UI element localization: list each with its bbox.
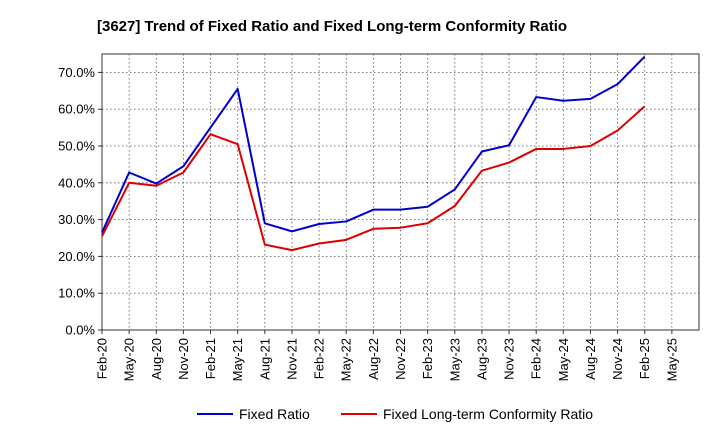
x-tick-label: May-20 [122,338,137,381]
y-tick-label: 30.0% [58,212,95,227]
x-tick-label: May-23 [447,338,462,381]
grid [102,54,699,330]
x-tick-label: Nov-23 [502,338,517,380]
y-tick-label: 60.0% [58,102,95,117]
x-axis: Feb-20 May-20 Aug-20 Nov-20 Feb-21 May-21 Aug-… [95,330,679,381]
x-tick-label: Feb-25 [637,338,652,379]
y-axis: 0.0% 10.0% 20.0% 30.0% 40.0% 50.0% 60.0% 70.0% [58,65,102,338]
y-tick-label: 70.0% [58,65,95,80]
x-tick-label: Feb-23 [420,338,435,379]
x-tick-label: Aug-21 [257,338,272,380]
x-tick-label: Nov-21 [284,338,299,380]
y-tick-label: 0.0% [65,323,95,338]
x-tick-label: Nov-20 [176,338,191,380]
series-line-2 [101,105,646,252]
x-tick-label: Feb-22 [312,338,327,379]
x-tick-label: Aug-22 [366,338,381,380]
legend-label-2: Fixed Long-term Conformity Ratio [383,406,593,422]
x-tick-label: Feb-21 [203,338,218,379]
x-tick-label: Nov-24 [610,338,625,380]
chart-title: [3627] Trend of Fixed Ratio and Fixed Lo… [97,18,567,35]
y-tick-label: 40.0% [58,175,95,190]
x-tick-label: May-25 [664,338,679,381]
x-tick-label: Aug-23 [474,338,489,380]
y-tick-label: 20.0% [58,249,95,264]
x-tick-label: Aug-20 [149,338,164,380]
x-tick-label: Feb-24 [529,338,544,379]
x-tick-label: Nov-22 [393,338,408,380]
x-tick-label: May-24 [556,338,571,381]
y-tick-label: 10.0% [58,286,95,301]
x-tick-label: Aug-24 [583,338,598,380]
legend: Fixed Ratio Fixed Long-term Conformity Ra… [197,406,593,422]
y-tick-label: 50.0% [58,139,95,154]
series-layer [101,55,646,252]
x-tick-label: May-22 [339,338,354,381]
x-tick-label: May-21 [230,338,245,381]
x-tick-label: Feb-20 [95,338,110,379]
series-line-1 [101,55,646,233]
legend-label-1: Fixed Ratio [239,406,310,422]
